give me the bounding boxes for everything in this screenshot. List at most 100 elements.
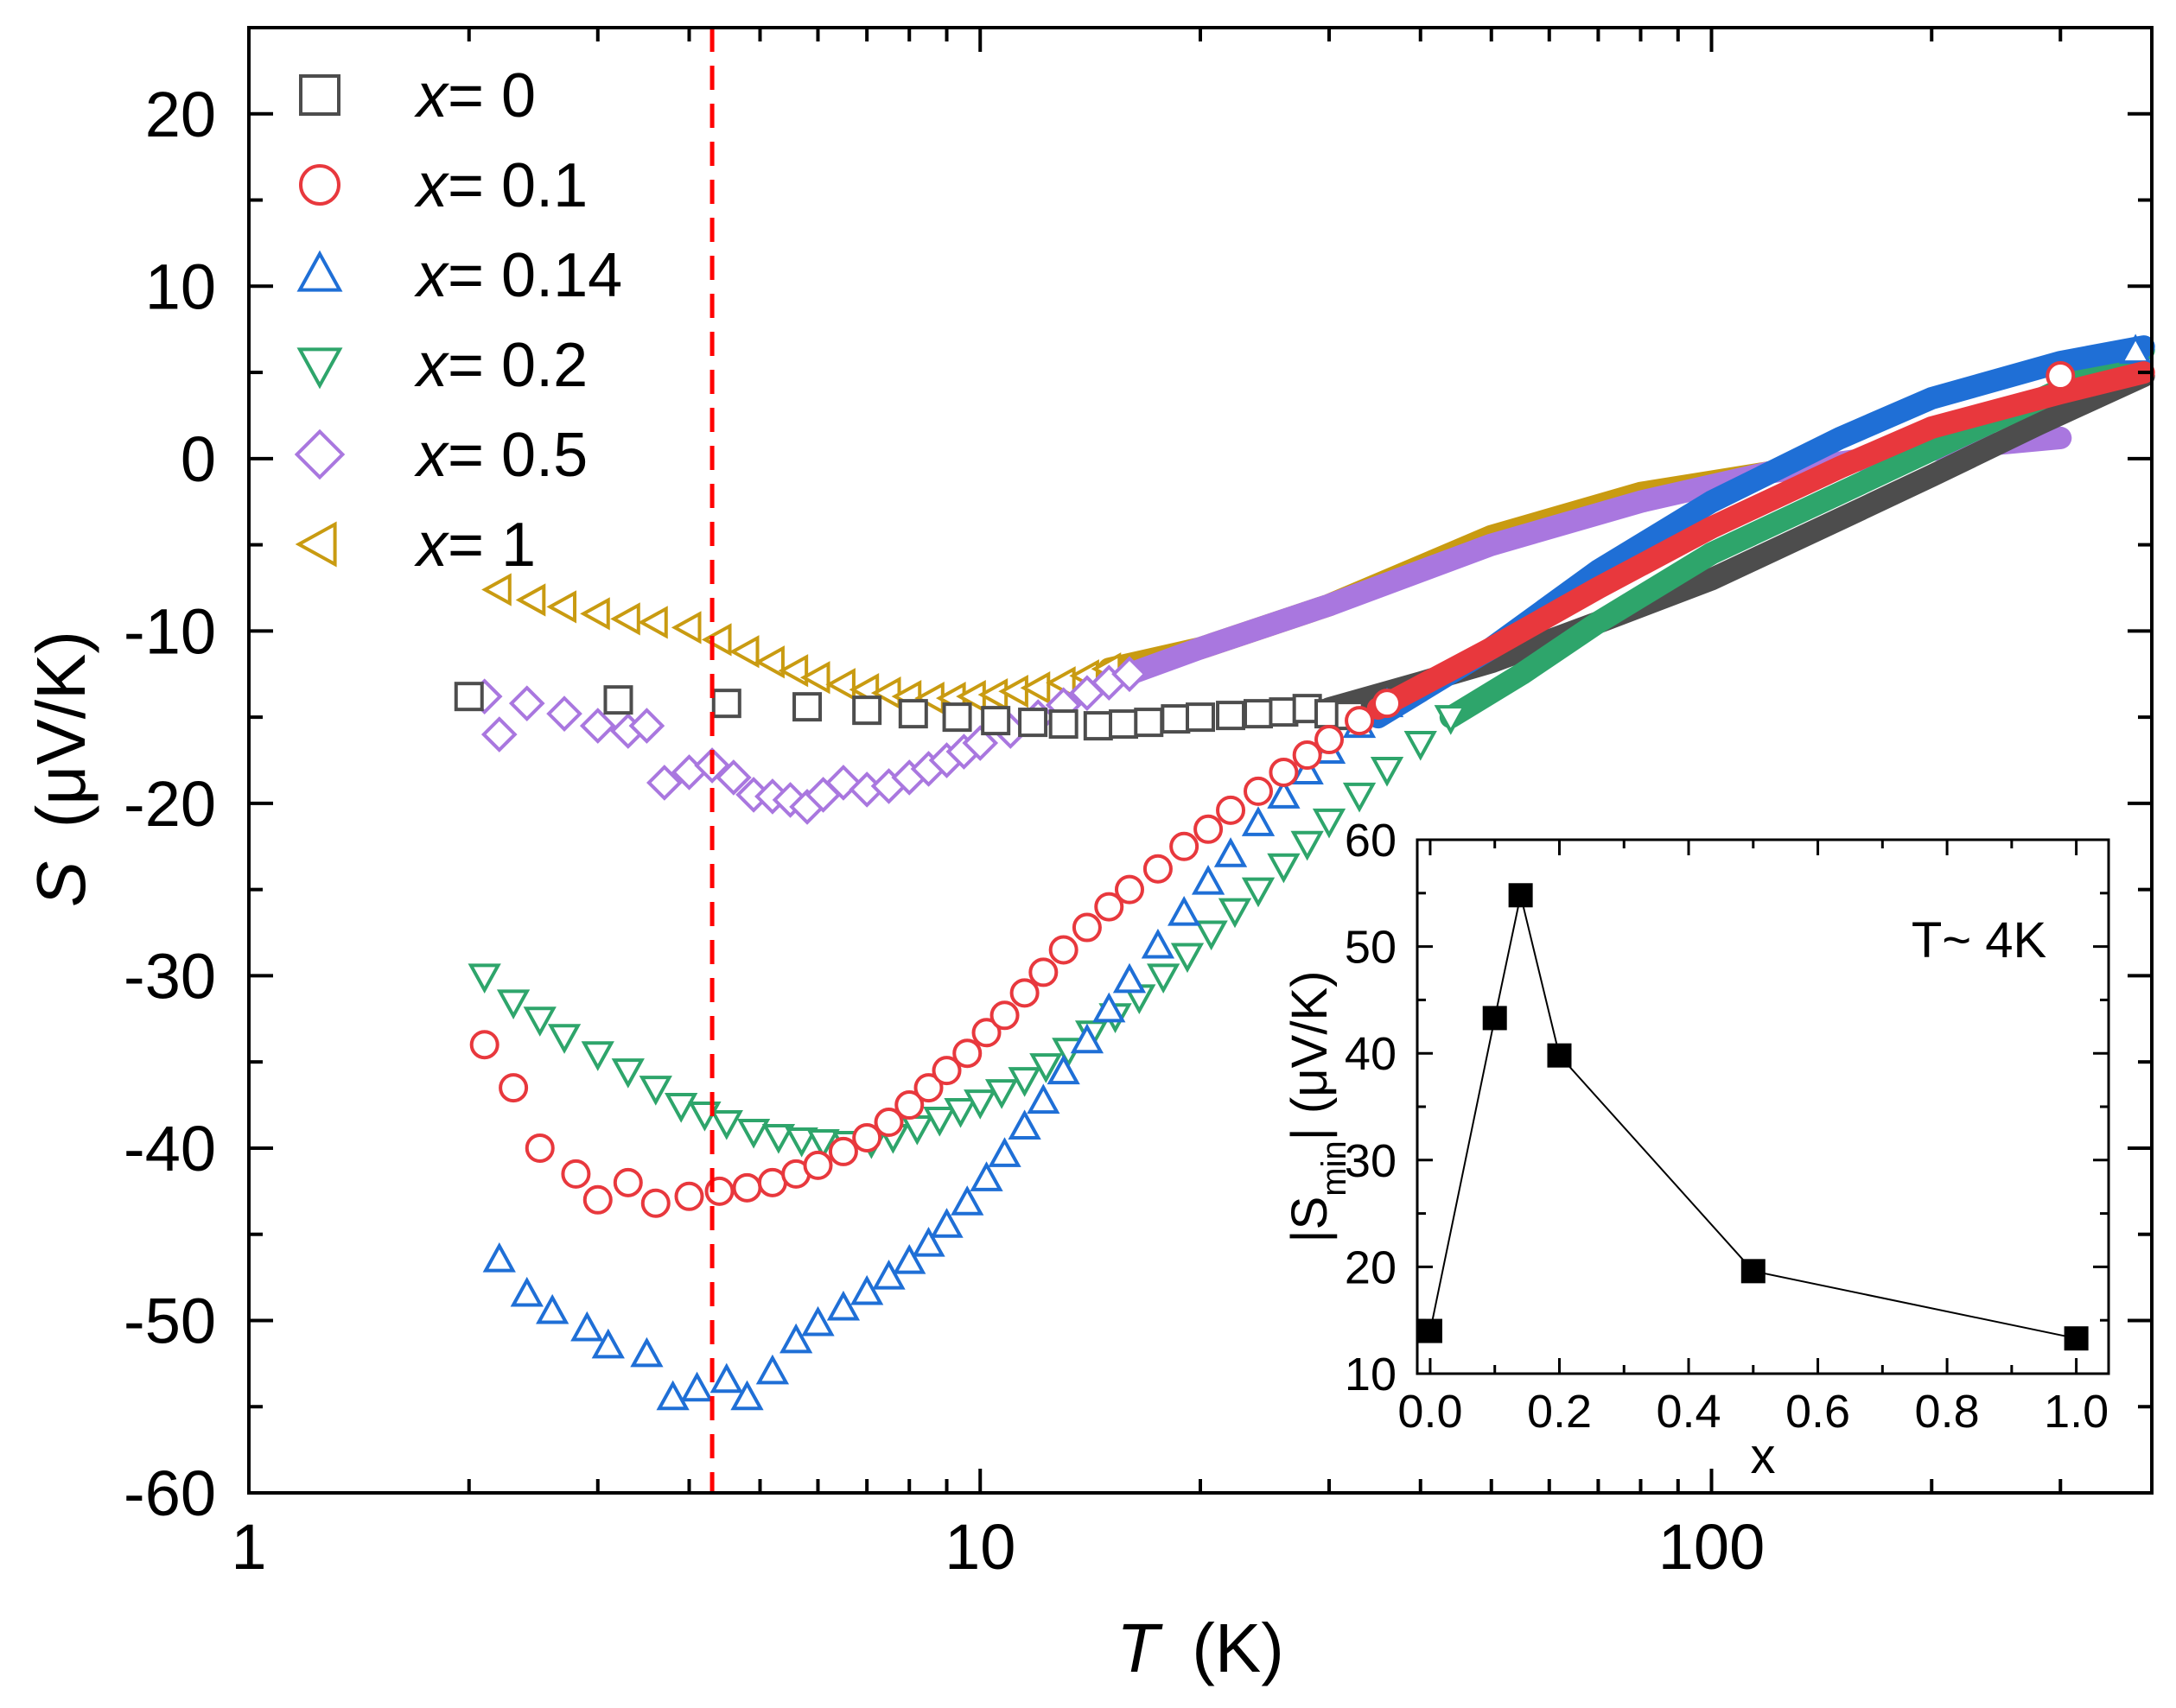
- legend-item: x= 0: [299, 61, 536, 130]
- main-x-axis-title: T (K): [1117, 1610, 1284, 1686]
- data-point: [1018, 708, 1048, 738]
- inset-x-axis-title: x: [1751, 1428, 1776, 1484]
- x-axis-unit: (K): [1192, 1610, 1284, 1686]
- legend-marker: [296, 347, 343, 390]
- data-point: [942, 702, 972, 733]
- data-point: [1267, 778, 1301, 809]
- legend-item: x= 0.5: [294, 421, 588, 490]
- data-point: [1168, 895, 1201, 926]
- inset-y-part-2: | (μV/K): [1282, 971, 1338, 1141]
- data-point: [546, 695, 582, 732]
- data-point: [952, 1038, 983, 1069]
- data-point: [671, 611, 702, 644]
- legend-variable: x: [414, 511, 450, 580]
- data-point: [1009, 978, 1040, 1008]
- data-point: [480, 716, 518, 752]
- data-point: [630, 1337, 664, 1368]
- data-point: [932, 1056, 962, 1086]
- inset-y-tick-label: 30: [1345, 1135, 1397, 1187]
- data-point: [570, 1311, 604, 1342]
- data-point: [779, 1323, 813, 1354]
- main-plot: 1 10 100 -60 -50 -40 -30 -20 -10 0 10 20 T (K) S (μ…: [22, 26, 2155, 1686]
- inset-data-point: [1740, 1259, 1766, 1284]
- data-point: [898, 699, 928, 729]
- data-point: [1170, 943, 1205, 974]
- data-point: [701, 623, 732, 657]
- data-point: [1072, 912, 1102, 943]
- data-point: [1186, 702, 1215, 733]
- data-point: [496, 989, 531, 1019]
- data-point: [1147, 963, 1180, 994]
- inset-x-tick-label: 1.0: [2044, 1386, 2109, 1438]
- data-point: [716, 759, 752, 796]
- data-point: [913, 1073, 944, 1103]
- legend-label: x= 0: [414, 61, 536, 130]
- data-point: [1008, 1109, 1041, 1140]
- data-point: [944, 1098, 977, 1128]
- data-point: [1193, 814, 1224, 844]
- data-point: [1029, 1053, 1063, 1083]
- data-point: [826, 1290, 861, 1321]
- inset-y-subscript: min: [1315, 1140, 1353, 1196]
- y-tick-label: 0: [181, 423, 216, 495]
- data-point: [785, 1127, 818, 1158]
- data-point: [801, 1305, 835, 1337]
- data-point: [610, 602, 640, 636]
- data-point: [1314, 725, 1345, 755]
- data-point: [580, 597, 610, 631]
- inset-data-point: [1547, 1043, 1572, 1068]
- inset-y-tick-label: 50: [1345, 922, 1397, 974]
- data-point: [1312, 808, 1346, 839]
- y-tick-label: 10: [145, 251, 216, 322]
- data-point: [1216, 795, 1246, 825]
- data-point: [468, 963, 501, 994]
- data-point: [656, 1380, 690, 1411]
- legend-value: = 0.2: [448, 331, 588, 400]
- legend-value: = 0.1: [448, 151, 588, 220]
- inset-x-tick-label: 0.2: [1527, 1386, 1592, 1438]
- data-point: [1290, 754, 1324, 784]
- data-point: [1372, 689, 1403, 719]
- data-point: [481, 573, 512, 606]
- data-point: [1342, 782, 1377, 813]
- legend-label: x= 0.5: [414, 421, 588, 490]
- data-point: [499, 1073, 529, 1103]
- data-point: [515, 583, 546, 617]
- inset-data-point: [1482, 1006, 1507, 1031]
- main-y-axis-title: S (μV/K): [22, 631, 99, 907]
- inset-y-tick-label: 40: [1345, 1028, 1397, 1080]
- data-point: [761, 1123, 796, 1154]
- data-point: [799, 661, 830, 695]
- data-point: [628, 708, 665, 744]
- data-point: [523, 1006, 557, 1037]
- legend-value: = 0.14: [448, 241, 622, 310]
- y-tick-label: 20: [145, 79, 216, 150]
- data-point: [1218, 898, 1252, 929]
- y-tick-label: -60: [124, 1457, 216, 1529]
- series-dense-band: [1366, 361, 2155, 721]
- data-point: [547, 1024, 582, 1054]
- legend-label: x= 0.14: [414, 241, 622, 310]
- legend-item: x= 0.1: [299, 151, 588, 220]
- data-point: [852, 695, 882, 726]
- data-point: [510, 1276, 544, 1307]
- data-point: [1267, 853, 1301, 884]
- data-point: [469, 1030, 499, 1060]
- data-point: [508, 685, 545, 721]
- data-point: [525, 1133, 555, 1163]
- inset-y-tick-label: 60: [1345, 815, 1397, 867]
- data-point: [1111, 656, 1148, 693]
- x-tick-label: 100: [1658, 1511, 1765, 1583]
- data-point: [1092, 992, 1126, 1023]
- data-point: [711, 689, 741, 719]
- inset-background: [1417, 840, 2109, 1374]
- data-point: [1142, 854, 1173, 884]
- legend-variable: x: [414, 151, 450, 220]
- y-tick-label: -20: [124, 768, 216, 840]
- legend-item: x= 0.2: [296, 331, 588, 400]
- inset-data-point: [1417, 1318, 1442, 1343]
- data-point: [736, 1118, 771, 1149]
- legend-marker: [296, 250, 343, 292]
- legend-variable: x: [414, 331, 450, 400]
- data-point: [1047, 1054, 1080, 1085]
